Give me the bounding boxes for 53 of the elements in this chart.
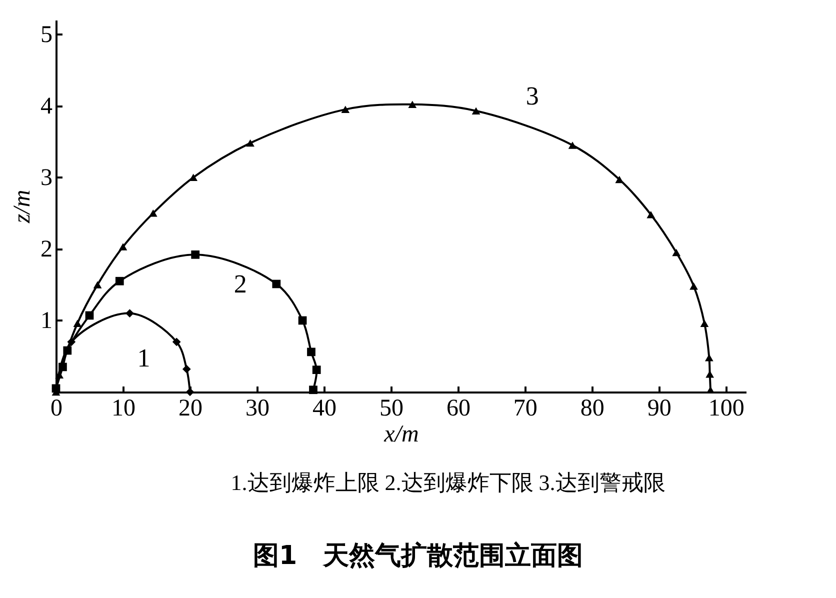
point [341,106,350,114]
point [690,282,698,290]
x-tick-label: 0 [50,396,62,422]
point [568,142,577,149]
point [272,280,281,288]
point [246,139,254,147]
point [704,354,714,362]
point [615,176,624,184]
x-tick-label: 50 [379,396,404,422]
x-tick-label: 100 [708,396,744,422]
point [58,362,67,372]
point [148,210,158,217]
y-tick-label: 4 [40,93,52,120]
point [118,243,128,250]
point [408,100,417,108]
series-label: 1 [137,343,150,372]
x-tick-label: 80 [580,396,604,422]
text: 图1 天然气扩散范围立面图 [252,540,584,573]
series-label: 2 [234,270,247,299]
text: 1.达到爆炸上限 2.达到爆炸下限 3.达到警戒限 [230,469,666,497]
x-tick-label: 60 [446,396,470,422]
point [472,107,480,114]
y-axis-title: z/m [10,190,36,224]
point [312,366,321,374]
point [172,338,181,346]
point [298,316,307,325]
x-tick-label: 70 [513,396,538,422]
series-label: 3 [526,81,539,110]
point [67,338,76,346]
point [189,174,198,182]
x-axis-title: x/m [383,422,419,448]
point [63,346,72,355]
point [700,320,709,327]
point [672,248,681,256]
x-tick-label: 90 [647,396,672,422]
x-tick-label: 10 [111,396,136,422]
point [85,311,94,320]
point [309,386,318,394]
y-tick-label: 2 [40,236,52,262]
point [126,309,134,318]
point [191,250,200,259]
y-tick-label: 1 [40,308,52,334]
point [307,348,316,356]
y-tick-label: 3 [40,164,52,191]
x-tick-label: 20 [178,396,202,422]
x-tick-label: 40 [312,396,336,422]
point [182,364,191,374]
point [93,281,102,288]
y-tick-label: 5 [40,22,52,48]
x-tick-label: 30 [245,396,270,422]
point [646,210,656,218]
point [115,276,124,286]
point [73,320,82,327]
